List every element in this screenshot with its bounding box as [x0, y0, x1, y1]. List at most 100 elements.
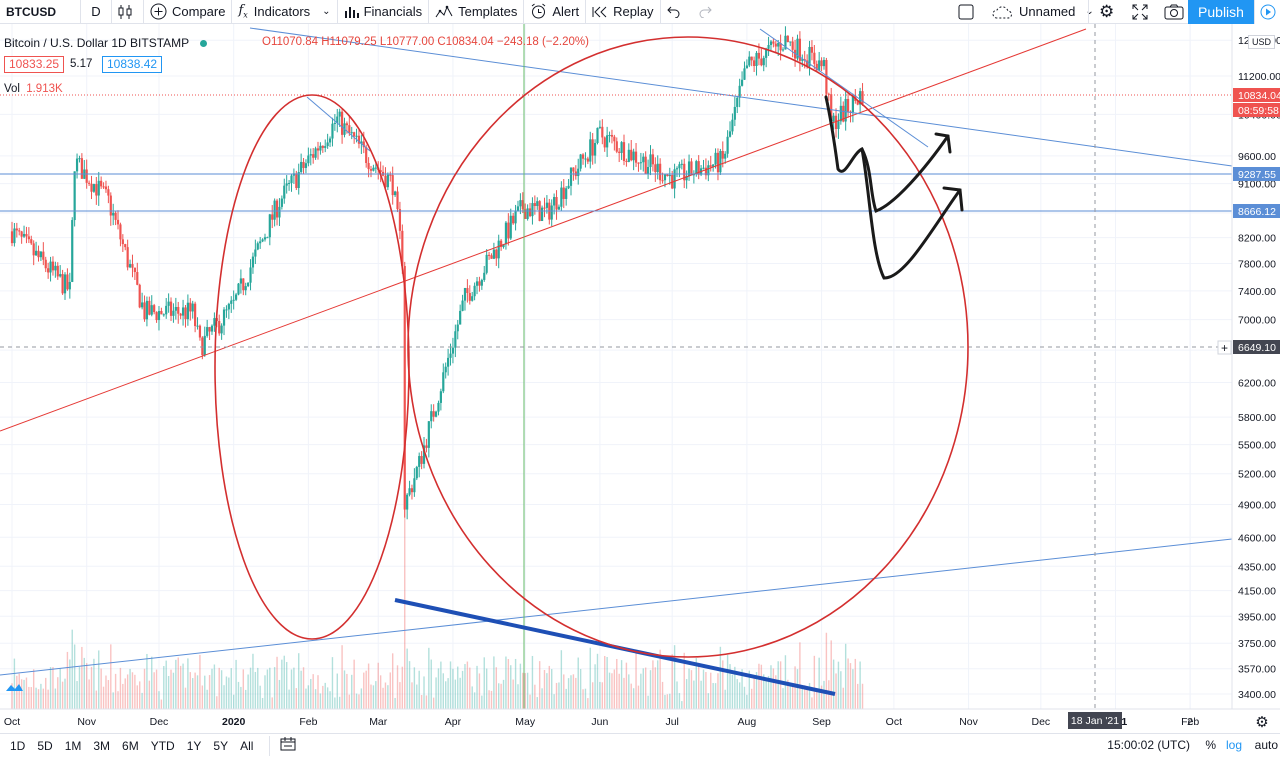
- volume-bar: [587, 698, 589, 709]
- symbol-title[interactable]: Bitcoin / U.S. Dollar 1D BITSTAMP: [4, 36, 208, 50]
- candle-body: [721, 151, 724, 159]
- compare-button[interactable]: Compare: [144, 0, 231, 24]
- ask-price-box[interactable]: 10838.42: [102, 56, 163, 73]
- candle-body: [716, 152, 720, 173]
- volume-bar: [466, 661, 469, 709]
- candle-body: [374, 167, 377, 169]
- price-tick-label: 5800.00: [1238, 412, 1276, 424]
- range-button-6m[interactable]: 6M: [122, 738, 139, 753]
- alert-button[interactable]: Alert: [524, 0, 585, 24]
- candle-body: [66, 274, 69, 290]
- undo-button[interactable]: [661, 0, 692, 24]
- time-tick-label: Oct: [886, 716, 902, 728]
- volume-bar: [293, 667, 295, 709]
- publish-button[interactable]: Publish: [1188, 0, 1254, 24]
- financials-button[interactable]: Financials: [338, 0, 429, 24]
- hand-drawn-arrow: [860, 147, 964, 280]
- utc-clock[interactable]: 15:00:02 (UTC): [1107, 738, 1190, 752]
- volume-bar: [806, 687, 808, 709]
- candle-body: [519, 200, 522, 207]
- camera-icon: [1164, 4, 1184, 19]
- log-scale-toggle[interactable]: log: [1225, 738, 1242, 752]
- auto-scale-toggle[interactable]: auto: [1254, 738, 1278, 752]
- candle-body: [757, 52, 761, 59]
- percent-scale-toggle[interactable]: %: [1205, 738, 1216, 752]
- candle-body: [184, 307, 187, 320]
- volume-bar: [430, 659, 432, 709]
- candle-body: [632, 151, 635, 161]
- settings-button[interactable]: ⚙: [1093, 0, 1120, 24]
- chart-style-button[interactable]: [112, 0, 143, 24]
- candle-body: [321, 145, 324, 148]
- candle-body: [300, 161, 303, 173]
- candle-body: [844, 98, 847, 122]
- symbol-search[interactable]: BTCUSD: [6, 4, 56, 19]
- range-button-ytd[interactable]: YTD: [150, 738, 175, 753]
- volume-bar: [567, 678, 570, 709]
- range-button-1m[interactable]: 1M: [64, 738, 82, 753]
- range-button-1y[interactable]: 1Y: [186, 738, 202, 753]
- candle-body: [692, 174, 695, 176]
- snapshot-button[interactable]: [1158, 0, 1195, 24]
- time-tick-label: Nov: [959, 716, 978, 728]
- alert-label: Alert: [552, 4, 580, 19]
- volume-bar: [616, 658, 618, 709]
- candle-body: [753, 60, 756, 66]
- candle-body: [220, 325, 223, 334]
- volume-bar: [88, 679, 90, 709]
- indicators-button[interactable]: fx Indicators ⌄: [232, 0, 336, 24]
- candle-body: [353, 132, 356, 137]
- time-tick-label: 2: [1187, 716, 1193, 728]
- volume-bar: [45, 677, 47, 709]
- candle-body: [487, 254, 491, 256]
- volume-bar: [753, 677, 755, 709]
- candle-body: [449, 353, 452, 358]
- volume-bar: [179, 665, 182, 709]
- range-button-5y[interactable]: 5Y: [213, 738, 229, 753]
- volume-bar: [442, 673, 444, 709]
- candle-body: [442, 372, 445, 392]
- replay-button[interactable]: Replay: [586, 0, 659, 24]
- price-chart[interactable]: 12000.0011200.0010400.009600.009100.0086…: [0, 24, 1280, 733]
- volume-bar: [690, 670, 693, 709]
- interval-button[interactable]: D: [91, 4, 101, 19]
- volume-bar: [13, 658, 16, 709]
- range-button-5d[interactable]: 5D: [37, 738, 53, 753]
- volume-bar: [746, 694, 748, 709]
- range-button-all[interactable]: All: [240, 738, 254, 753]
- redo-button[interactable]: [692, 0, 723, 24]
- volume-bar: [500, 683, 502, 709]
- volume-bar: [738, 682, 741, 709]
- volume-bar: [857, 683, 859, 709]
- candle-body: [155, 312, 158, 321]
- candle-body: [227, 303, 230, 310]
- volume-bar: [47, 689, 49, 709]
- range-button-1d[interactable]: 1D: [10, 738, 26, 753]
- volume-bar: [628, 674, 630, 709]
- volume-bar: [25, 677, 28, 709]
- currency-button[interactable]: USD: [1248, 35, 1276, 49]
- volume-bar: [445, 681, 447, 709]
- go-to-date-button[interactable]: [280, 737, 296, 754]
- volume-bar: [322, 685, 324, 709]
- volume-bar: [697, 662, 700, 709]
- play-button[interactable]: [1254, 0, 1280, 24]
- candle-body: [736, 97, 739, 107]
- candle-body: [157, 310, 161, 321]
- fullscreen-toggle[interactable]: [952, 0, 985, 24]
- layout-name-button[interactable]: Unnamed ⌄: [986, 0, 1100, 24]
- templates-button[interactable]: Templates: [429, 0, 523, 24]
- volume-bar: [319, 693, 322, 709]
- bid-price-box[interactable]: 10833.25: [4, 56, 65, 73]
- candle-body: [143, 302, 146, 320]
- undo-icon: [666, 6, 680, 18]
- range-button-3m[interactable]: 3M: [93, 738, 111, 753]
- candle-body: [97, 180, 100, 196]
- candle-body: [668, 174, 671, 177]
- candle-body: [75, 158, 79, 172]
- volume-bar: [565, 688, 567, 709]
- expand-button[interactable]: [1126, 0, 1159, 24]
- chevron-down-icon: ⌄: [1085, 6, 1094, 17]
- volume-bar: [271, 697, 273, 709]
- volume-bar: [507, 659, 510, 709]
